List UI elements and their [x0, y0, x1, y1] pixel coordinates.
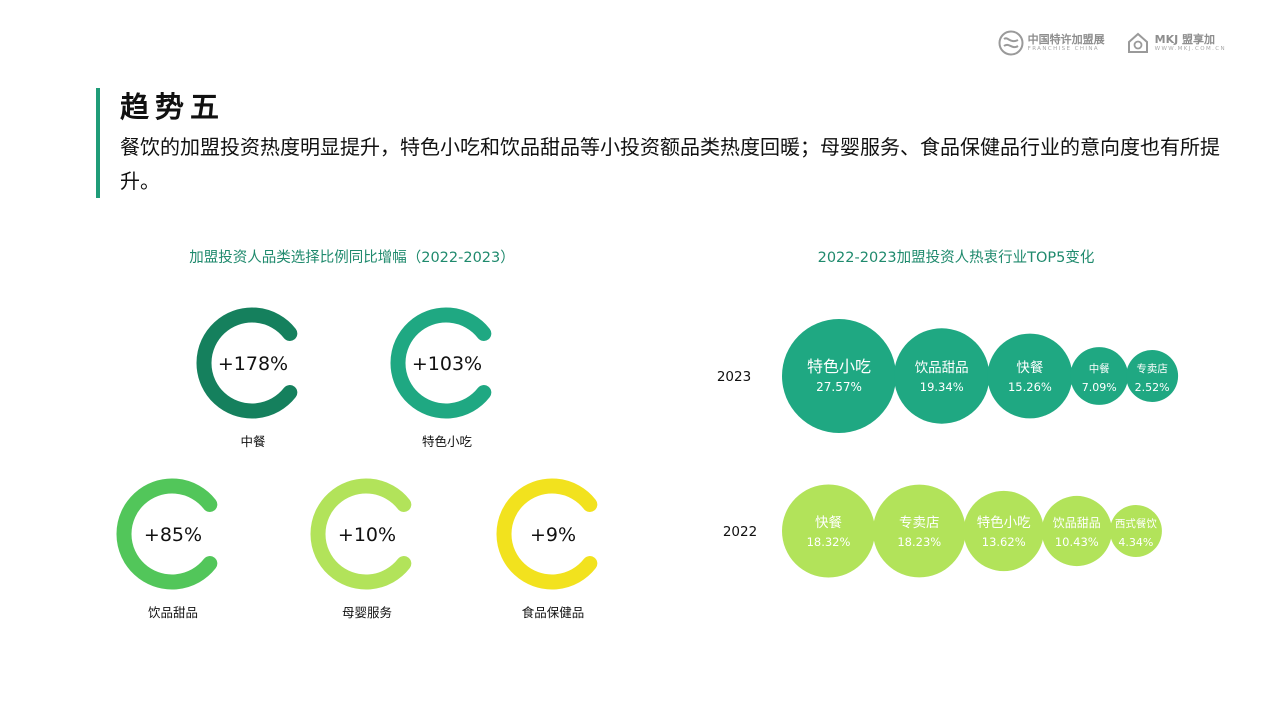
ring-arc-5 [496, 478, 598, 590]
bubble-2022-4 [1041, 495, 1112, 567]
ring-arc-4 [310, 478, 412, 590]
ring-category-label: 母婴服务 [342, 605, 392, 620]
bubble-value-label: 18.23% [897, 535, 941, 549]
bubble-2022-1 [782, 484, 875, 578]
ring-category-label: 饮品甜品 [148, 605, 198, 620]
row-label-2023: 2023 [717, 369, 751, 385]
bubble-value-label: 13.62% [982, 535, 1026, 549]
ring-arc-2 [390, 307, 492, 419]
bubble-2023-5 [1126, 350, 1179, 402]
ring-value-label: +103% [412, 353, 482, 375]
bubble-category-label: 快餐 [1016, 360, 1044, 376]
bubble-2023-1 [782, 319, 896, 433]
mkj-name: MKJ 盟享加 [1154, 32, 1216, 46]
radial-chart-title: 加盟投资人品类选择比例同比增幅（2022-2023） [189, 250, 515, 266]
bubble-category-label: 西式餐饮 [1115, 517, 1157, 530]
ring-arc-1 [196, 307, 298, 419]
bubble-category-label: 中餐 [1089, 362, 1111, 375]
ring-value-label: +10% [338, 524, 396, 546]
row-label-2022: 2022 [723, 524, 757, 540]
bubble-value-label: 19.34% [920, 380, 964, 394]
ring-value-label: +9% [530, 524, 576, 546]
page-description: 餐饮的加盟投资热度明显提升，特色小吃和饮品甜品等小投资额品类热度回暖；母婴服务、… [120, 135, 1220, 193]
bubble-value-label: 18.32% [807, 535, 851, 549]
bubble-value-label: 10.43% [1055, 535, 1099, 549]
bubble-category-label: 快餐 [815, 515, 843, 531]
ring-category-label: 食品保健品 [522, 605, 585, 620]
ring-category-label: 中餐 [240, 434, 266, 449]
bubble-value-label: 15.26% [1008, 380, 1052, 394]
franchise-china-logo: 中国特许加盟展 FRANCHISE CHINA [998, 30, 1105, 56]
mkj-logo: MKJ 盟享加 WWW.MKJ.COM.CN [1125, 30, 1226, 56]
mkj-sub: WWW.MKJ.COM.CN [1154, 45, 1226, 52]
bubble-2023-4 [1070, 347, 1129, 405]
ring-value-label: +178% [218, 353, 288, 375]
bubble-2022-2 [872, 484, 966, 578]
bubble-value-label: 27.57% [816, 380, 862, 394]
franchise-china-name: 中国特许加盟展 [1027, 32, 1105, 46]
page-title: 趋势五 [120, 90, 226, 124]
bubble-category-label: 饮品甜品 [1053, 516, 1101, 530]
ring-arc-3 [116, 478, 218, 590]
bubble-2023-2 [894, 328, 990, 424]
bubble-category-label: 专卖店 [1136, 362, 1168, 375]
bubble-chart-title: 2022-2023加盟投资人热衷行业TOP5变化 [817, 250, 1095, 266]
franchise-china-sub: FRANCHISE CHINA [1027, 45, 1100, 52]
bubble-category-label: 专卖店 [899, 515, 940, 531]
bubble-2022-3 [963, 490, 1044, 572]
heading-accent-bar [96, 88, 100, 198]
bubble-category-label: 特色小吃 [977, 514, 1031, 531]
bubble-2023-3 [987, 333, 1073, 419]
ring-category-label: 特色小吃 [422, 434, 473, 449]
bubble-category-label: 特色小吃 [807, 357, 871, 376]
franchise-china-logo-icon [998, 30, 1024, 56]
bubble-2022-5 [1109, 505, 1162, 557]
mkj-logo-icon [1127, 32, 1148, 53]
bubble-value-label: 4.34% [1118, 536, 1153, 549]
bubble-value-label: 7.09% [1082, 381, 1117, 394]
header-logos: 中国特许加盟展 FRANCHISE CHINA MKJ 盟享加 WWW.MKJ.… [998, 30, 1226, 56]
ring-value-label: +85% [144, 524, 202, 546]
bubble-value-label: 2.52% [1135, 381, 1170, 394]
bubble-category-label: 饮品甜品 [915, 360, 969, 376]
